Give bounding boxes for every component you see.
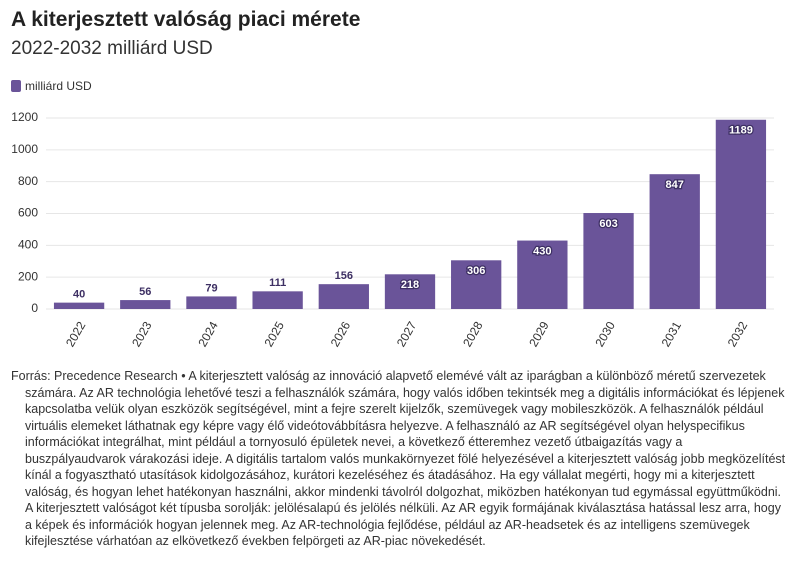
bar bbox=[517, 240, 568, 309]
data-label: 56 bbox=[139, 286, 151, 298]
bar bbox=[649, 174, 700, 309]
bar bbox=[120, 300, 171, 309]
bar bbox=[583, 213, 634, 309]
x-tick-label: 2027 bbox=[394, 319, 420, 349]
y-tick-label: 400 bbox=[18, 238, 38, 252]
x-tick-label: 2025 bbox=[262, 319, 288, 349]
x-tick-label: 2022 bbox=[63, 319, 89, 349]
x-tick-label: 2029 bbox=[526, 319, 552, 349]
data-label: 306 bbox=[467, 265, 485, 277]
bar bbox=[318, 284, 369, 309]
y-tick-label: 800 bbox=[18, 174, 38, 188]
y-tick-label: 1000 bbox=[11, 142, 38, 156]
x-tick-label: 2024 bbox=[195, 319, 221, 349]
legend-swatch bbox=[11, 80, 21, 92]
bar bbox=[252, 291, 303, 309]
x-tick-label: 2031 bbox=[659, 319, 685, 349]
legend-label: milliárd USD bbox=[25, 79, 92, 93]
x-tick-label: 2028 bbox=[460, 319, 486, 349]
data-label: 111 bbox=[269, 277, 286, 289]
bar bbox=[451, 260, 502, 309]
y-tick-label: 200 bbox=[18, 269, 38, 283]
y-tick-label: 600 bbox=[18, 206, 38, 220]
chart: 0 200 400 600 800 1000 1200 40 2022 56 2023 79 2024 1… bbox=[11, 110, 774, 349]
chart-subtitle: 2022-2032 milliárd USD bbox=[11, 38, 213, 59]
data-label: 79 bbox=[205, 282, 217, 294]
bar bbox=[186, 296, 237, 309]
source-note: Forrás: Precedence Research • A kiterjes… bbox=[11, 369, 786, 548]
x-tick-label: 2026 bbox=[328, 319, 354, 349]
bar bbox=[384, 274, 436, 309]
y-tick-label: 1200 bbox=[11, 110, 38, 124]
data-label: 218 bbox=[401, 279, 419, 291]
bar bbox=[715, 119, 767, 310]
bar bbox=[53, 302, 105, 309]
x-tick-label: 2023 bbox=[129, 319, 155, 349]
x-tick-label: 2030 bbox=[592, 319, 618, 349]
chart-title: A kiterjesztett valóság piaci mérete bbox=[11, 8, 361, 31]
data-label: 1189 bbox=[729, 125, 753, 137]
data-label: 430 bbox=[533, 245, 551, 257]
y-tick-label: 0 bbox=[31, 301, 38, 315]
data-label: 156 bbox=[335, 270, 353, 282]
x-tick-label: 2032 bbox=[725, 319, 751, 349]
legend: milliárd USD bbox=[11, 79, 92, 93]
data-label: 40 bbox=[73, 289, 85, 301]
data-label: 603 bbox=[599, 218, 617, 230]
data-label: 847 bbox=[666, 179, 684, 191]
